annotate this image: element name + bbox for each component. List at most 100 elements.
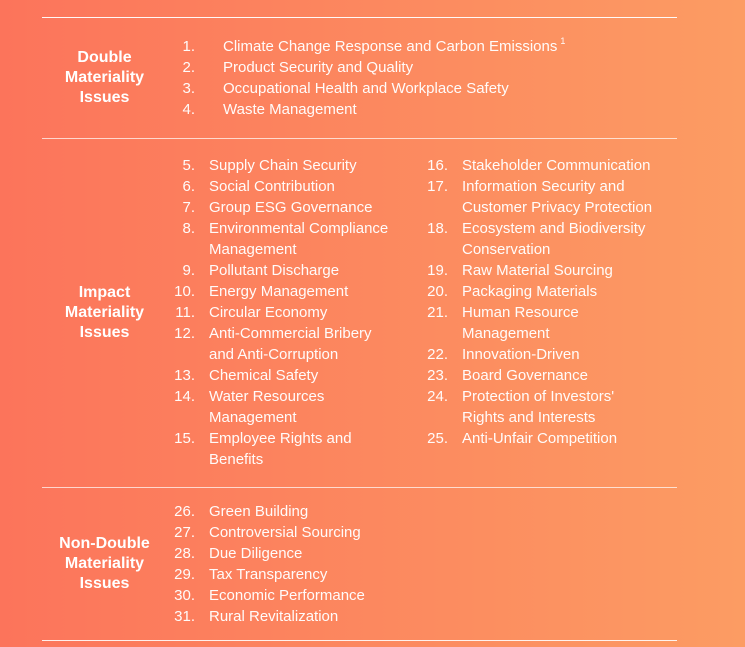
- item-number: 20.: [427, 283, 448, 300]
- item-number: 12.: [174, 325, 195, 342]
- item-text: Information Security and Customer Privac…: [462, 178, 653, 216]
- item-text: Pollutant Discharge: [209, 262, 340, 279]
- list-item: 29. Tax Transparency: [167, 564, 365, 585]
- item-text: Chemical Safety: [209, 367, 319, 384]
- item-number: 29.: [174, 565, 195, 583]
- item-number: 11.: [175, 304, 195, 321]
- item-number: 7.: [182, 199, 195, 216]
- item-number: 28.: [174, 544, 195, 562]
- item-text: Anti-Unfair Competition: [462, 430, 618, 447]
- item-number: 19.: [427, 262, 448, 279]
- divider-top: [42, 16, 677, 18]
- item-text: Anti-Commercial Bribery and Anti-Corrupt…: [209, 325, 372, 363]
- item-text: Protection of Investors' Rights and Inte…: [462, 388, 615, 426]
- item-number: 8.: [182, 220, 195, 237]
- section-impact-materiality: Impact Materiality Issues 5. Supply Chai…: [42, 138, 677, 487]
- item-text: Waste Management: [223, 100, 357, 118]
- list-item: 20. Packaging Materials: [420, 281, 677, 302]
- list-item: 18. Ecosystem and Biodiversity Conservat…: [420, 218, 677, 260]
- item-number: 24.: [427, 388, 448, 405]
- list-item: 12. Anti-Commercial Bribery and Anti-Cor…: [167, 323, 420, 365]
- section-impact-lists: 5. Supply Chain Security 6. Social Contr…: [167, 155, 677, 470]
- item-number: 5.: [182, 157, 195, 174]
- item-text: Water Resources Management: [209, 388, 325, 426]
- item-number: 16.: [427, 157, 448, 174]
- list-item: 25. Anti-Unfair Competition: [420, 428, 677, 449]
- item-number: 9.: [182, 262, 195, 279]
- list-item: 13. Chemical Safety: [167, 365, 420, 386]
- item-text: Group ESG Governance: [209, 199, 373, 216]
- item-text: Innovation-Driven: [462, 346, 580, 363]
- item-text: Stakeholder Communication: [462, 157, 651, 174]
- item-number: 26.: [174, 502, 195, 520]
- item-number: 30.: [174, 586, 195, 604]
- item-number: 6.: [182, 178, 195, 195]
- item-text: Supply Chain Security: [209, 157, 357, 174]
- list-item: 28. Due Diligence: [167, 543, 365, 564]
- item-number: 14.: [174, 388, 195, 405]
- list-item: 21. Human Resource Management: [420, 302, 677, 344]
- list-item: 14. Water Resources Management: [167, 386, 420, 428]
- section-double-label: Double Materiality Issues: [64, 48, 145, 106]
- list-item: 31. Rural Revitalization: [167, 606, 365, 627]
- section-non-double-list: 26. Green Building 27. Controversial Sou…: [167, 501, 677, 627]
- list-item: 3. Occupational Health and Workplace Saf…: [167, 78, 565, 99]
- item-number: 25.: [427, 430, 448, 447]
- item-number: 21.: [427, 304, 448, 321]
- list-item: 11. Circular Economy: [167, 302, 420, 323]
- item-text: Climate Change Response and Carbon Emiss…: [223, 37, 558, 55]
- section-impact-label: Impact Materiality Issues: [64, 283, 145, 341]
- list-item: 9. Pollutant Discharge: [167, 260, 420, 281]
- divider-after-impact: [42, 486, 677, 488]
- item-number: 22.: [427, 346, 448, 363]
- list-item: 27. Controversial Sourcing: [167, 522, 365, 543]
- item-text: Rural Revitalization: [209, 607, 339, 625]
- item-number: 13.: [174, 367, 195, 384]
- divider-after-double: [42, 137, 677, 139]
- list-item: 10. Energy Management: [167, 281, 420, 302]
- impact-right-column: 16. Stakeholder Communication 17. Inform…: [420, 155, 677, 449]
- list-item: 2. Product Security and Quality: [167, 57, 565, 78]
- list-item: 30. Economic Performance: [167, 585, 365, 606]
- item-text: Green Building: [209, 502, 309, 520]
- impact-left-column: 5. Supply Chain Security 6. Social Contr…: [167, 155, 420, 470]
- item-text-wrap: Climate Change Response and Carbon Emiss…: [223, 36, 565, 57]
- item-text: Energy Management: [209, 283, 349, 300]
- section-non-double-materiality: Non-Double Materiality Issues 26. Green …: [42, 487, 677, 640]
- item-number: 1.: [182, 37, 195, 55]
- divider-bottom: [42, 639, 677, 641]
- list-item: 4. Waste Management: [167, 99, 565, 120]
- section-non-double-label: Non-Double Materiality Issues: [59, 534, 150, 592]
- footnote-marker: 1: [560, 35, 566, 46]
- list-item: 22. Innovation-Driven: [420, 344, 677, 365]
- item-number: 23.: [427, 367, 448, 384]
- item-number: 27.: [174, 523, 195, 541]
- item-number: 2.: [182, 58, 195, 76]
- item-number: 15.: [174, 430, 195, 447]
- item-text: Occupational Health and Workplace Safety: [223, 79, 509, 97]
- item-text: Social Contribution: [209, 178, 335, 195]
- list-item: 26. Green Building: [167, 501, 365, 522]
- section-double-materiality: Double Materiality Issues 1. Climate Cha…: [42, 17, 677, 138]
- item-text: Tax Transparency: [209, 565, 328, 583]
- item-text: Board Governance: [462, 367, 588, 384]
- item-text: Ecosystem and Biodiversity Conservation: [462, 220, 646, 258]
- item-text: Economic Performance: [209, 586, 365, 604]
- item-number: 4.: [182, 100, 195, 118]
- list-item: 19. Raw Material Sourcing: [420, 260, 677, 281]
- item-number: 3.: [182, 79, 195, 97]
- list-item: 17. Information Security and Customer Pr…: [420, 176, 677, 218]
- list-item: 16. Stakeholder Communication: [420, 155, 677, 176]
- item-number: 17.: [427, 178, 448, 195]
- list-item: 24. Protection of Investors' Rights and …: [420, 386, 677, 428]
- item-text: Employee Rights and Benefits: [209, 430, 352, 468]
- item-text: Product Security and Quality: [223, 58, 414, 76]
- item-text: Packaging Materials: [462, 283, 598, 300]
- item-number: 31.: [174, 607, 195, 625]
- item-text: Circular Economy: [209, 304, 328, 321]
- item-number: 10.: [174, 283, 195, 300]
- list-item: 15. Employee Rights and Benefits: [167, 428, 420, 470]
- list-item: 8. Environmental Compliance Management: [167, 218, 420, 260]
- item-text: Environmental Compliance Management: [209, 220, 389, 258]
